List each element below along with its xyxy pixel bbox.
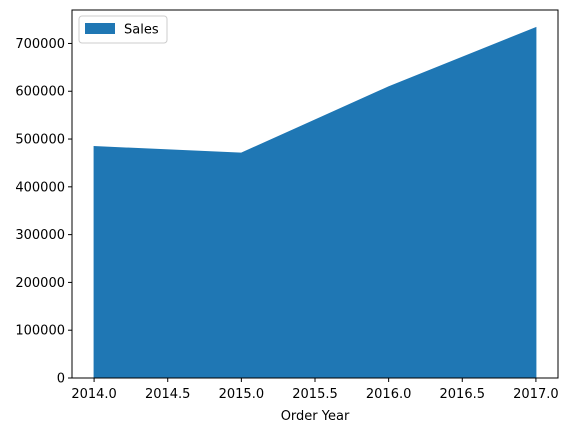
area-layer [93, 26, 537, 379]
x-tick-label: 2016.0 [366, 387, 412, 402]
x-tick-label: 2017.0 [513, 387, 559, 402]
x-tick-label: 2015.5 [292, 387, 338, 402]
x-tick-label: 2014.0 [71, 387, 117, 402]
y-tick-label: 500000 [15, 133, 65, 148]
y-tick-label: 600000 [15, 85, 65, 100]
x-tick-label: 2016.5 [440, 387, 486, 402]
legend-swatch-sales [85, 23, 115, 34]
y-tick-label: 700000 [15, 37, 65, 52]
x-tick-label: 2015.0 [219, 387, 265, 402]
y-tick-label: 0 [57, 372, 65, 387]
legend-label-sales: Sales [124, 23, 159, 38]
x-axis: 2014.0 2014.5 2015.0 2015.5 2016.0 2016.5 2017… [71, 378, 559, 402]
y-tick-label: 400000 [15, 180, 65, 195]
x-tick-label: 2014.5 [145, 387, 191, 402]
y-tick-label: 100000 [15, 324, 65, 339]
y-tick-label: 300000 [15, 228, 65, 243]
y-tick-label: 200000 [15, 276, 65, 291]
x-axis-label: Order Year [281, 409, 350, 424]
legend-box [78, 15, 168, 44]
legend: Sales [78, 15, 168, 44]
y-axis: 0 100000 200000 300000 400000 500000 600000 700… [15, 37, 72, 387]
area-series-sales [93, 26, 537, 379]
